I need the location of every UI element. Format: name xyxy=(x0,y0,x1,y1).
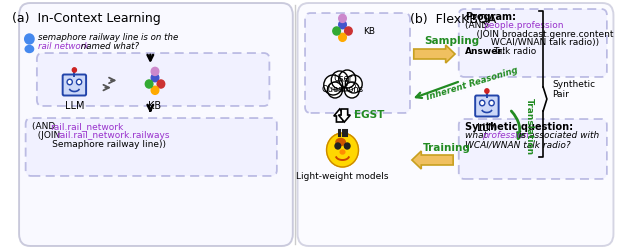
Text: named what?: named what? xyxy=(78,42,140,51)
Circle shape xyxy=(151,74,159,82)
Text: User
Questions: User Questions xyxy=(321,74,364,94)
Text: what: what xyxy=(465,131,490,140)
Text: (JOIN: (JOIN xyxy=(32,131,63,140)
Circle shape xyxy=(332,71,348,89)
Circle shape xyxy=(339,21,346,29)
Circle shape xyxy=(324,75,342,95)
Text: rail network: rail network xyxy=(38,42,89,51)
Text: (b)  FlexKBQA: (b) FlexKBQA xyxy=(410,12,496,25)
Circle shape xyxy=(145,80,153,88)
Text: (AND: (AND xyxy=(465,21,492,30)
Ellipse shape xyxy=(340,150,345,154)
Circle shape xyxy=(78,81,80,83)
Circle shape xyxy=(157,80,164,88)
FancyBboxPatch shape xyxy=(305,13,410,113)
Polygon shape xyxy=(414,45,455,63)
Text: EGST: EGST xyxy=(354,110,384,120)
Text: semaphore railway line is on the: semaphore railway line is on the xyxy=(38,33,178,42)
Text: LLM: LLM xyxy=(477,123,497,133)
Ellipse shape xyxy=(336,138,346,145)
Polygon shape xyxy=(334,109,346,122)
Circle shape xyxy=(151,86,159,94)
Text: (AND: (AND xyxy=(32,122,58,131)
Text: Pair: Pair xyxy=(552,89,570,99)
Circle shape xyxy=(25,34,34,44)
Circle shape xyxy=(344,143,350,149)
Circle shape xyxy=(489,100,494,106)
Text: Semaphore railway line)): Semaphore railway line)) xyxy=(32,140,166,149)
Ellipse shape xyxy=(25,46,33,53)
Text: WCAI/WNAN talk radio)): WCAI/WNAN talk radio)) xyxy=(465,38,600,47)
FancyBboxPatch shape xyxy=(63,74,86,96)
Text: KB: KB xyxy=(363,26,375,36)
Circle shape xyxy=(151,67,159,75)
Text: Answer:: Answer: xyxy=(465,47,507,56)
Text: profession: profession xyxy=(482,131,529,140)
Text: Synthetic question:: Synthetic question: xyxy=(465,122,573,132)
Text: Talk radio: Talk radio xyxy=(493,47,537,56)
Text: LLM: LLM xyxy=(65,101,84,111)
Circle shape xyxy=(485,89,489,93)
FancyBboxPatch shape xyxy=(37,53,269,106)
Circle shape xyxy=(346,75,362,93)
Circle shape xyxy=(344,27,352,35)
Text: KB: KB xyxy=(148,101,161,111)
FancyBboxPatch shape xyxy=(26,118,277,176)
Text: Translation: Translation xyxy=(525,98,534,156)
Circle shape xyxy=(67,79,72,85)
Circle shape xyxy=(76,79,82,85)
FancyBboxPatch shape xyxy=(298,3,614,246)
Circle shape xyxy=(333,27,340,35)
Circle shape xyxy=(344,82,360,98)
FancyBboxPatch shape xyxy=(475,96,499,117)
Text: Sampling: Sampling xyxy=(424,36,479,46)
Text: Program:: Program: xyxy=(465,12,516,22)
Polygon shape xyxy=(339,109,350,122)
Circle shape xyxy=(339,33,346,41)
Text: (JOIN broadcast.genre.content: (JOIN broadcast.genre.content xyxy=(465,30,614,39)
Circle shape xyxy=(339,14,346,22)
Circle shape xyxy=(335,143,340,149)
Circle shape xyxy=(72,68,76,72)
Polygon shape xyxy=(412,151,453,169)
Text: people.profession: people.profession xyxy=(483,21,564,30)
Circle shape xyxy=(490,102,493,104)
Circle shape xyxy=(68,81,71,83)
Text: Training: Training xyxy=(423,143,471,153)
Circle shape xyxy=(339,70,356,88)
Text: Synthetic: Synthetic xyxy=(552,79,596,88)
Circle shape xyxy=(328,82,342,98)
Circle shape xyxy=(326,133,358,167)
Text: rail.rail_network: rail.rail_network xyxy=(50,122,124,131)
FancyBboxPatch shape xyxy=(459,119,607,179)
Text: WCAI/WNAN talk radio?: WCAI/WNAN talk radio? xyxy=(465,140,571,149)
Text: rail.rail_network.railways: rail.rail_network.railways xyxy=(56,131,170,140)
Text: Light-weight models: Light-weight models xyxy=(296,172,388,181)
Text: (a)  In-Context Learning: (a) In-Context Learning xyxy=(12,12,161,25)
Circle shape xyxy=(479,100,485,106)
FancyBboxPatch shape xyxy=(19,3,293,246)
Circle shape xyxy=(481,102,483,104)
Text: Inherent Reasoning: Inherent Reasoning xyxy=(425,66,518,102)
FancyBboxPatch shape xyxy=(459,9,607,77)
Ellipse shape xyxy=(330,78,355,92)
Text: is associated with: is associated with xyxy=(516,131,599,140)
